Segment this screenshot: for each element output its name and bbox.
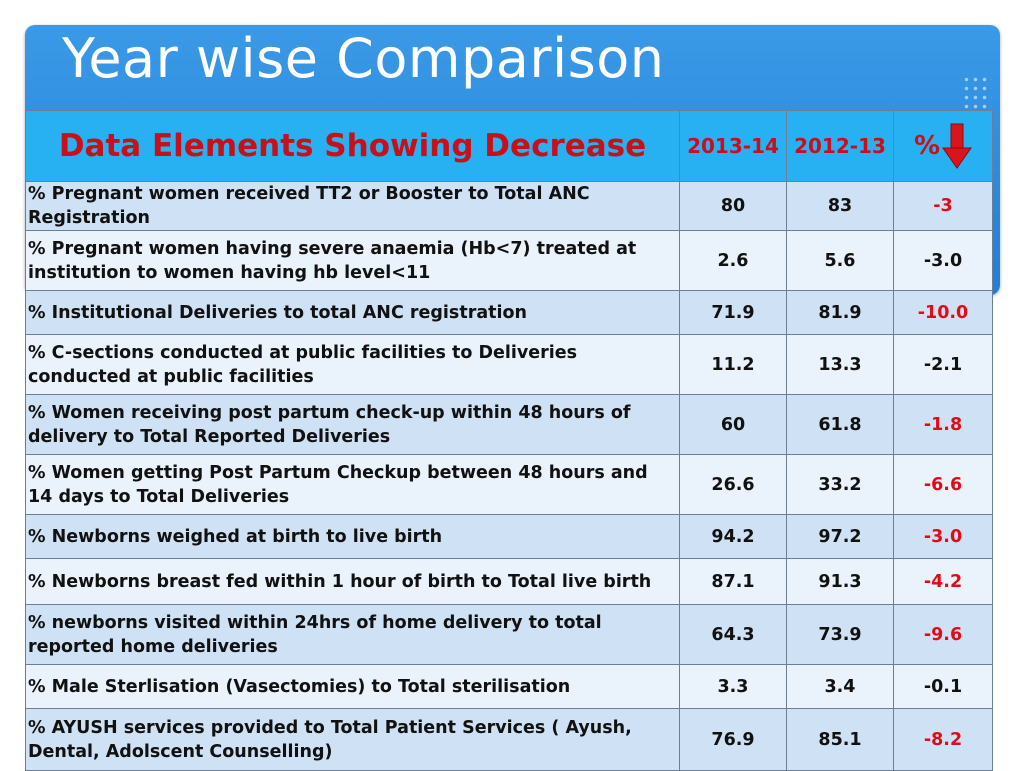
table-row: % Male Sterlisation (Vasectomies) to Tot… [25, 664, 993, 709]
value-2012-13: 13.3 [786, 334, 894, 395]
header-2012-13: 2012-13 [786, 110, 894, 182]
table-row: % Women receiving post partum check-up w… [25, 394, 993, 455]
table-row: % Pregnant women received TT2 or Booster… [25, 181, 993, 231]
value-2012-13: 61.8 [786, 394, 894, 455]
percent-change: -6.6 [893, 454, 993, 515]
table-row: % Institutional Deliveries to total ANC … [25, 290, 993, 335]
value-2013-14: 94.2 [679, 514, 787, 559]
slide-title: Year wise Comparison [62, 27, 665, 90]
value-2012-13: 85.1 [786, 708, 894, 771]
row-label: % C-sections conducted at public facilit… [25, 334, 680, 395]
percent-change: -0.1 [893, 664, 993, 709]
row-label: % Women getting Post Partum Checkup betw… [25, 454, 680, 515]
table-row: % Women getting Post Partum Checkup betw… [25, 454, 993, 515]
value-2012-13: 5.6 [786, 230, 894, 291]
row-label: % Newborns breast fed within 1 hour of b… [25, 558, 680, 605]
value-2013-14: 2.6 [679, 230, 787, 291]
value-2012-13: 83 [786, 181, 894, 231]
value-2013-14: 80 [679, 181, 787, 231]
value-2013-14: 3.3 [679, 664, 787, 709]
value-2012-13: 91.3 [786, 558, 894, 605]
table-row: % Newborns weighed at birth to live birt… [25, 514, 993, 559]
value-2013-14: 71.9 [679, 290, 787, 335]
row-label: % newborns visited within 24hrs of home … [25, 604, 680, 665]
table-row: % Newborns breast fed within 1 hour of b… [25, 558, 993, 605]
percent-change: -9.6 [893, 604, 993, 665]
table-row: % C-sections conducted at public facilit… [25, 334, 993, 395]
percent-change: -3 [893, 181, 993, 231]
row-label: % Male Sterlisation (Vasectomies) to Tot… [25, 664, 680, 709]
table-row: % newborns visited within 24hrs of home … [25, 604, 993, 665]
percent-change: -10.0 [893, 290, 993, 335]
row-label: % Institutional Deliveries to total ANC … [25, 290, 680, 335]
value-2012-13: 33.2 [786, 454, 894, 515]
row-label: % Pregnant women having severe anaemia (… [25, 230, 680, 291]
percent-change: -3.0 [893, 514, 993, 559]
table-row: % AYUSH services provided to Total Patie… [25, 708, 993, 771]
value-2012-13: 81.9 [786, 290, 894, 335]
row-label: % Pregnant women received TT2 or Booster… [25, 181, 680, 231]
percent-change: -8.2 [893, 708, 993, 771]
value-2012-13: 3.4 [786, 664, 894, 709]
percent-header-group: % [914, 122, 972, 170]
value-2013-14: 64.3 [679, 604, 787, 665]
header-percent: % [893, 110, 993, 182]
value-2013-14: 11.2 [679, 334, 787, 395]
value-2012-13: 73.9 [786, 604, 894, 665]
row-label: % AYUSH services provided to Total Patie… [25, 708, 680, 771]
percent-change: -4.2 [893, 558, 993, 605]
value-2012-13: 97.2 [786, 514, 894, 559]
comparison-table: Data Elements Showing Decrease 2013-14 2… [25, 110, 993, 771]
value-2013-14: 87.1 [679, 558, 787, 605]
value-2013-14: 76.9 [679, 708, 787, 771]
value-2013-14: 26.6 [679, 454, 787, 515]
value-2013-14: 60 [679, 394, 787, 455]
percent-change: -3.0 [893, 230, 993, 291]
row-label: % Newborns weighed at birth to live birt… [25, 514, 680, 559]
percent-label: % [913, 131, 941, 161]
header-year-2013-14: 2013-14 [687, 134, 779, 158]
header-label: Data Elements Showing Decrease [58, 128, 647, 164]
down-arrow-icon [942, 123, 972, 169]
table-row: % Pregnant women having severe anaemia (… [25, 230, 993, 291]
percent-change: -1.8 [893, 394, 993, 455]
row-label: % Women receiving post partum check-up w… [25, 394, 680, 455]
table-header-row: Data Elements Showing Decrease 2013-14 2… [25, 110, 993, 182]
header-year-2012-13: 2012-13 [794, 134, 886, 158]
header-data-elements: Data Elements Showing Decrease [25, 110, 680, 182]
percent-change: -2.1 [893, 334, 993, 395]
header-2013-14: 2013-14 [679, 110, 787, 182]
